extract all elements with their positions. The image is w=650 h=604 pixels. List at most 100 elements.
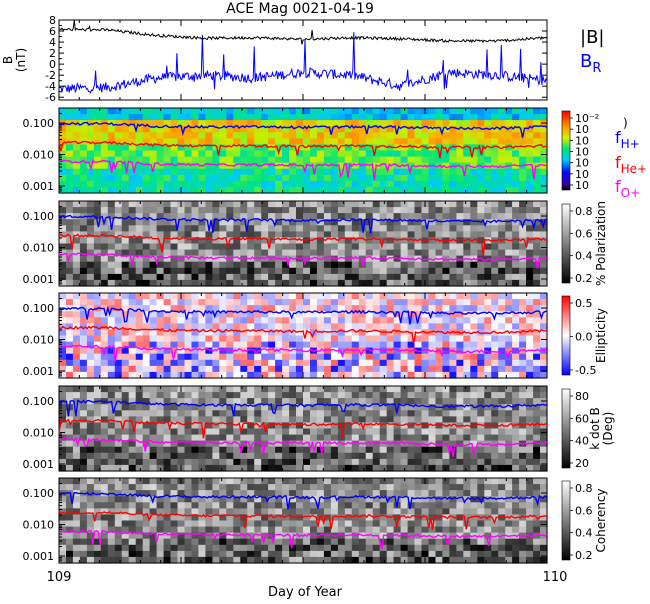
heatmap-cell — [94, 262, 102, 269]
heatmap-cell — [275, 268, 283, 275]
heatmap-cell — [247, 453, 255, 460]
heatmap-cell — [94, 169, 102, 176]
heatmap-cell — [296, 169, 304, 176]
heatmap-cell — [505, 114, 513, 121]
heatmap-cell — [498, 521, 506, 528]
heatmap-cell — [429, 274, 437, 281]
heatmap-cell — [470, 435, 478, 442]
heatmap-cell — [449, 490, 457, 497]
heatmap-cell — [533, 342, 541, 349]
heatmap-cell — [408, 138, 416, 145]
heatmap-cell — [380, 317, 388, 324]
heatmap-cell — [380, 484, 388, 491]
heatmap-cell — [442, 336, 450, 343]
heatmap-cell — [345, 366, 353, 373]
heatmap-cell — [261, 250, 269, 257]
heatmap-cell — [240, 360, 248, 367]
heatmap-cell — [345, 262, 353, 269]
heatmap-cell — [164, 231, 172, 238]
heatmap-cell — [80, 169, 88, 176]
heatmap-cell — [198, 410, 206, 417]
heatmap-cell — [477, 366, 485, 373]
heatmap-cell — [366, 490, 374, 497]
heatmap-cell — [157, 207, 165, 214]
heatmap-cell — [359, 268, 367, 275]
heatmap-cell — [178, 410, 186, 417]
heatmap-cell — [268, 484, 276, 491]
heatmap-cell — [73, 274, 81, 281]
heatmap-cell — [359, 435, 367, 442]
heatmap-cell — [233, 336, 241, 343]
heatmap-cell — [470, 225, 478, 232]
heatmap-cell — [254, 151, 262, 158]
heatmap-cell — [212, 132, 220, 139]
heatmap-cell — [345, 478, 353, 485]
heatmap-cell — [185, 250, 193, 257]
heatmap-cell — [171, 114, 179, 121]
heatmap-cell — [352, 138, 360, 145]
heatmap-cell — [164, 175, 172, 182]
heatmap-cell — [512, 138, 520, 145]
heatmap-cell — [498, 225, 506, 232]
heatmap-cell — [436, 108, 444, 115]
heatmap-cell — [456, 151, 464, 158]
heatmap-cell — [422, 299, 430, 306]
heatmap-cell — [247, 317, 255, 324]
heatmap-cell — [463, 231, 471, 238]
heatmap-cell — [108, 175, 116, 182]
heatmap-cell — [205, 435, 213, 442]
heatmap-cell — [150, 386, 158, 393]
heatmap-cell — [268, 521, 276, 528]
heatmap-cell — [491, 213, 499, 220]
heatmap-cell — [87, 201, 95, 208]
heatmap-cell — [387, 151, 395, 158]
heatmap-cell — [366, 447, 374, 454]
heatmap-cell — [129, 317, 137, 324]
heatmap-cell — [505, 132, 513, 139]
heatmap-cell — [449, 151, 457, 158]
heatmap-cell — [289, 521, 297, 528]
heatmap-cell — [226, 342, 234, 349]
heatmap-cell — [178, 453, 186, 460]
heatmap-cell — [491, 386, 499, 393]
heatmap-cell — [254, 453, 262, 460]
heatmap-cell — [352, 250, 360, 257]
heatmap-cell — [338, 484, 346, 491]
heatmap-cell — [73, 225, 81, 232]
heatmap-cell — [254, 225, 262, 232]
heatmap-cell — [143, 404, 151, 411]
heatmap-cell — [122, 404, 130, 411]
heatmap-cell — [261, 410, 269, 417]
heatmap-cell — [470, 201, 478, 208]
heatmap-cell — [456, 386, 464, 393]
heatmap-cell — [366, 262, 374, 269]
heatmap-cell — [380, 336, 388, 343]
heatmap-cell — [178, 317, 186, 324]
colorbar-tick-label: 0.0 — [575, 331, 593, 344]
heatmap-cell — [150, 459, 158, 466]
heatmap-cell — [275, 366, 283, 373]
heatmap-cell — [442, 132, 450, 139]
heatmap-cell — [275, 354, 283, 361]
heatmap-cell — [268, 386, 276, 393]
heatmap-cell — [422, 398, 430, 405]
heatmap-cell — [66, 429, 74, 436]
heatmap-cell — [415, 447, 423, 454]
heatmap-cell — [394, 293, 402, 300]
heatmap-cell — [233, 274, 241, 281]
heatmap-cell — [226, 299, 234, 306]
heatmap-cell — [526, 410, 534, 417]
heatmap-cell — [136, 360, 144, 367]
heatmap-cell — [73, 256, 81, 263]
heatmap-cell — [477, 262, 485, 269]
heatmap-cell — [66, 299, 74, 306]
heatmap-cell — [526, 207, 534, 214]
heatmap-cell — [324, 244, 332, 251]
heatmap-cell — [282, 293, 290, 300]
heatmap-cell — [254, 317, 262, 324]
heatmap-cell — [164, 299, 172, 306]
heatmap-cell — [101, 151, 109, 158]
heatmap-cell — [401, 453, 409, 460]
heatmap-cell — [129, 244, 137, 251]
